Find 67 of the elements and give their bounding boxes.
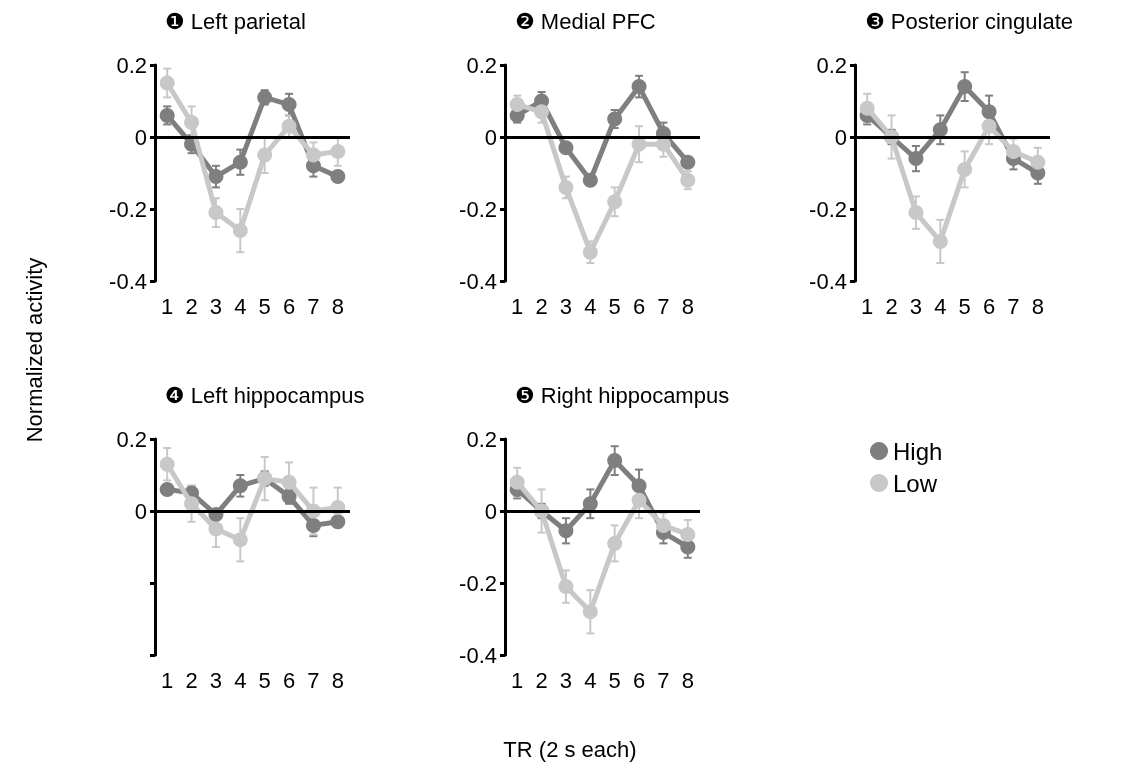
chart-title: ❷ Medial PFC [515,8,656,34]
y-tick-label: -0.2 [809,196,847,222]
x-tick-label: 7 [657,293,670,319]
x-tick-label: 3 [909,293,923,319]
x-tick-label: 1 [511,667,524,693]
x-tick-label: 2 [535,667,548,693]
x-tick-label: 4 [234,667,247,693]
x-tick-label: 5 [258,667,271,693]
chart-title: ❶ Left parietal [165,8,306,34]
chart-title: ❸ Posterior cingulate [865,8,1074,34]
x-tick-label: 8 [681,293,694,319]
y-tick-label: -0.4 [459,268,497,294]
y-tick-label: -0.4 [809,268,847,294]
chart-title: ❺ Right hippocampus [515,382,730,408]
y-tick-label: 0.2 [116,426,147,452]
x-tick-label: 2 [535,293,548,319]
x-tick-label: 3 [209,293,223,319]
legend-label: High [893,437,943,465]
x-tick-label: 5 [608,293,621,319]
x-tick-label: 4 [584,293,597,319]
x-tick-label: 7 [307,293,320,319]
x-tick-label: 5 [958,293,971,319]
x-tick-label: 4 [584,667,597,693]
x-tick-label: 7 [1007,293,1020,319]
x-tick-label: 6 [282,667,296,693]
x-tick-label: 2 [885,293,898,319]
chart-title: ❹ Left hippocampus [165,382,365,408]
y-tick-label: 0 [834,124,847,150]
x-tick-label: 4 [234,293,247,319]
y-tick-label: 0.2 [466,426,497,452]
x-tick-label: 5 [258,293,271,319]
x-tick-label: 5 [608,667,621,693]
x-tick-label: 1 [861,293,874,319]
y-tick-label: 0.2 [816,52,847,78]
x-tick-label: 6 [632,667,646,693]
x-tick-label: 7 [657,667,670,693]
x-tick-label: 1 [161,293,174,319]
x-tick-label: 2 [185,667,198,693]
x-tick-label: 6 [632,293,646,319]
x-tick-label: 3 [559,293,573,319]
x-tick-label: 4 [934,293,947,319]
x-tick-label: 6 [282,293,296,319]
y-tick-label: -0.2 [459,196,497,222]
x-tick-label: 7 [307,667,320,693]
x-tick-label: 6 [982,293,996,319]
legend-label: Low [893,469,938,497]
y-tick-label: 0.2 [466,52,497,78]
y-tick-label: 0.2 [116,52,147,78]
x-tick-label: 1 [511,293,524,319]
x-tick-label: 2 [185,293,198,319]
y-tick-label: -0.4 [459,642,497,668]
y-tick-label: 0 [484,124,497,150]
x-axis-title: TR (2 s each) [503,737,637,763]
y-tick-label: 0 [484,498,497,524]
y-tick-label: 0 [134,124,147,150]
y-tick-label: -0.4 [109,268,147,294]
y-tick-label: 0 [134,498,147,524]
x-tick-label: 8 [331,667,344,693]
y-tick-label: -0.2 [109,196,147,222]
x-tick-label: 8 [331,293,344,319]
x-tick-label: 8 [1031,293,1044,319]
y-tick-label: -0.2 [459,570,497,596]
x-tick-label: 1 [161,667,174,693]
x-tick-label: 3 [559,667,573,693]
x-tick-label: 8 [681,667,694,693]
x-tick-label: 3 [209,667,223,693]
y-axis-title: Normalized activity [22,257,48,443]
